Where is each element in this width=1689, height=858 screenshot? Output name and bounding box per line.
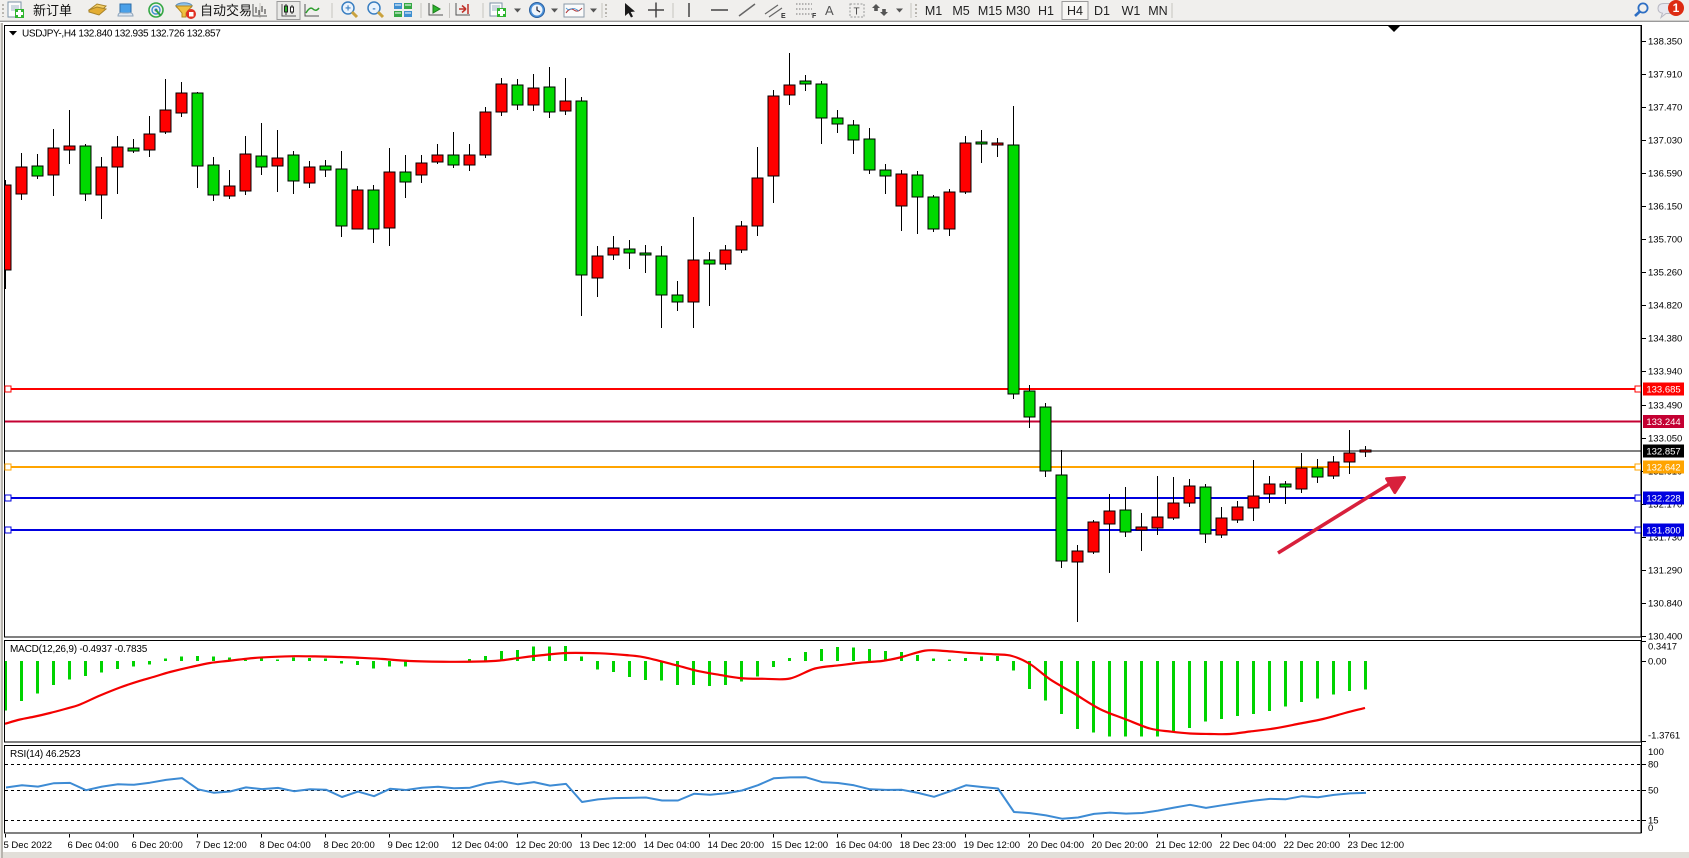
svg-text:-: - — [372, 4, 375, 15]
svg-text:131.290: 131.290 — [1648, 566, 1682, 577]
svg-text:MN: MN — [1148, 4, 1167, 18]
svg-text:14 Dec 20:00: 14 Dec 20:00 — [708, 840, 765, 851]
svg-text:137.910: 137.910 — [1648, 70, 1682, 81]
svg-text:137.030: 137.030 — [1648, 136, 1682, 147]
svg-text:131.730: 131.730 — [1648, 533, 1682, 544]
svg-text:80: 80 — [1648, 760, 1659, 771]
svg-text:T: T — [854, 7, 860, 18]
svg-text:136.590: 136.590 — [1648, 169, 1682, 180]
svg-text:15 Dec 12:00: 15 Dec 12:00 — [772, 840, 829, 851]
svg-text:132.228: 132.228 — [1646, 494, 1680, 505]
svg-text:21 Dec 12:00: 21 Dec 12:00 — [1156, 840, 1213, 851]
svg-text:6 Dec 20:00: 6 Dec 20:00 — [132, 840, 183, 851]
svg-text:132.642: 132.642 — [1646, 463, 1680, 474]
svg-text:新订单: 新订单 — [33, 3, 72, 18]
svg-text:133.940: 133.940 — [1648, 367, 1682, 378]
svg-text:19 Dec 12:00: 19 Dec 12:00 — [964, 840, 1021, 851]
svg-text:131.800: 131.800 — [1646, 526, 1680, 537]
svg-text:W1: W1 — [1122, 4, 1141, 18]
svg-text:M15: M15 — [978, 4, 1002, 18]
svg-text:18 Dec 23:00: 18 Dec 23:00 — [900, 840, 957, 851]
svg-text:A: A — [825, 3, 834, 18]
svg-text:50: 50 — [1648, 786, 1659, 797]
svg-text:23 Dec 12:00: 23 Dec 12:00 — [1348, 840, 1405, 851]
svg-text:20 Dec 04:00: 20 Dec 04:00 — [1028, 840, 1085, 851]
svg-text:1: 1 — [1673, 1, 1680, 15]
svg-text:RSI(14) 46.2523: RSI(14) 46.2523 — [10, 749, 81, 760]
svg-text:133.685: 133.685 — [1646, 385, 1680, 396]
svg-text:134.380: 134.380 — [1648, 334, 1682, 345]
svg-text:12 Dec 20:00: 12 Dec 20:00 — [516, 840, 573, 851]
svg-text:12 Dec 04:00: 12 Dec 04:00 — [452, 840, 509, 851]
svg-text:8 Dec 04:00: 8 Dec 04:00 — [260, 840, 311, 851]
svg-text:134.820: 134.820 — [1648, 301, 1682, 312]
svg-text:0.3417: 0.3417 — [1648, 642, 1677, 653]
svg-text:16 Dec 04:00: 16 Dec 04:00 — [836, 840, 893, 851]
svg-text:F: F — [812, 13, 817, 20]
svg-text:135.700: 135.700 — [1648, 235, 1682, 246]
svg-text:USDJPY-,H4 132.840 132.935 13: USDJPY-,H4 132.840 132.935 132.726 132.8… — [22, 29, 221, 40]
svg-text:M1: M1 — [925, 4, 942, 18]
svg-text:6 Dec 04:00: 6 Dec 04:00 — [68, 840, 119, 851]
svg-text:+: + — [345, 4, 351, 15]
svg-text:M30: M30 — [1006, 4, 1030, 18]
svg-text:9 Dec 12:00: 9 Dec 12:00 — [388, 840, 439, 851]
svg-text:H1: H1 — [1038, 4, 1054, 18]
svg-text:135.260: 135.260 — [1648, 268, 1682, 279]
svg-text:5 Dec 2022: 5 Dec 2022 — [4, 840, 53, 851]
svg-text:130.840: 130.840 — [1648, 599, 1682, 610]
svg-text:22 Dec 04:00: 22 Dec 04:00 — [1220, 840, 1277, 851]
svg-text:20 Dec 20:00: 20 Dec 20:00 — [1092, 840, 1149, 851]
svg-text:133.490: 133.490 — [1648, 401, 1682, 412]
svg-text:M5: M5 — [952, 4, 969, 18]
svg-text:100: 100 — [1648, 747, 1664, 758]
svg-text:0.00: 0.00 — [1648, 657, 1667, 668]
svg-text:136.150: 136.150 — [1648, 202, 1682, 213]
svg-text:E: E — [781, 13, 786, 20]
svg-text:H4: H4 — [1067, 4, 1083, 18]
svg-text:-1.3761: -1.3761 — [1648, 731, 1680, 742]
svg-text:132.170: 132.170 — [1648, 500, 1682, 511]
svg-text:MACD(12,26,9) -0.4937 -0.7835: MACD(12,26,9) -0.4937 -0.7835 — [10, 644, 148, 655]
svg-text:D1: D1 — [1094, 4, 1110, 18]
svg-text:132.857: 132.857 — [1646, 447, 1680, 458]
svg-text:133.244: 133.244 — [1646, 417, 1680, 428]
svg-text:13 Dec 12:00: 13 Dec 12:00 — [580, 840, 637, 851]
svg-text:133.050: 133.050 — [1648, 434, 1682, 445]
svg-text:14 Dec 04:00: 14 Dec 04:00 — [644, 840, 701, 851]
svg-text:22 Dec 20:00: 22 Dec 20:00 — [1284, 840, 1341, 851]
svg-text:130.400: 130.400 — [1648, 632, 1682, 643]
svg-text:自动交易: 自动交易 — [200, 3, 252, 18]
svg-text:138.350: 138.350 — [1648, 37, 1682, 48]
svg-text:0: 0 — [1648, 823, 1653, 834]
svg-text:7 Dec 12:00: 7 Dec 12:00 — [196, 840, 247, 851]
svg-text:15: 15 — [1648, 816, 1659, 827]
svg-text:8 Dec 20:00: 8 Dec 20:00 — [324, 840, 375, 851]
svg-text:137.470: 137.470 — [1648, 103, 1682, 114]
